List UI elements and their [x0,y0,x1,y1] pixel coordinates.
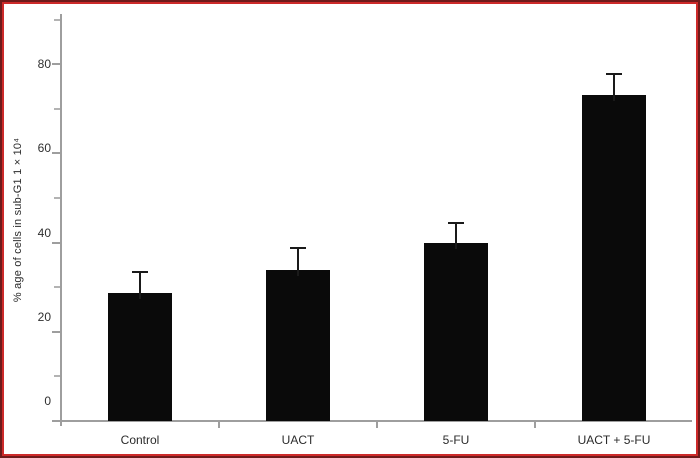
category-label: UACT + 5-FU [577,433,651,447]
x-axis-category-tick [218,420,220,428]
y-axis-minor-tick [54,286,60,289]
y-axis-major-tick [52,152,60,155]
bar-chart: % age of cells in sub-G1 1 × 10⁴ 0 20 40 60… [4,4,696,454]
y-axis-minor-tick [54,18,60,21]
bar [582,95,646,421]
error-bar [455,222,457,250]
y-axis-title: % age of cells in sub-G1 1 × 10⁴ [12,137,24,303]
category-label: UACT [281,433,315,447]
error-bar-cap [606,73,622,75]
y-axis-tick-label: 60 [37,141,51,156]
bar [266,270,330,421]
y-axis-minor-tick [54,197,60,199]
y-axis-major-tick [52,420,60,422]
y-axis-major-tick [52,330,60,333]
error-bar [297,248,299,277]
x-axis-category-tick [534,420,536,428]
bar [424,243,488,421]
error-bar [139,272,141,299]
category-label: Control [120,433,160,447]
error-bar-cap [448,221,464,224]
y-axis-minor-tick [54,375,60,378]
bar [108,292,172,421]
y-axis-tick-label: 80 [37,57,51,72]
category-label: 5-FU [442,433,470,447]
y-axis-major-tick [52,63,60,66]
error-bar-cap [290,247,306,250]
y-axis-tick-label: 40 [37,225,51,240]
y-axis-major-tick [52,241,60,244]
y-axis-minor-tick [54,107,60,110]
error-bar [613,74,615,102]
y-axis-tick-label: 20 [37,309,51,324]
x-axis-category-tick [376,420,378,428]
error-bar-cap [132,271,148,274]
y-axis-spine [60,14,62,426]
y-axis-tick-label: 0 [44,394,51,408]
